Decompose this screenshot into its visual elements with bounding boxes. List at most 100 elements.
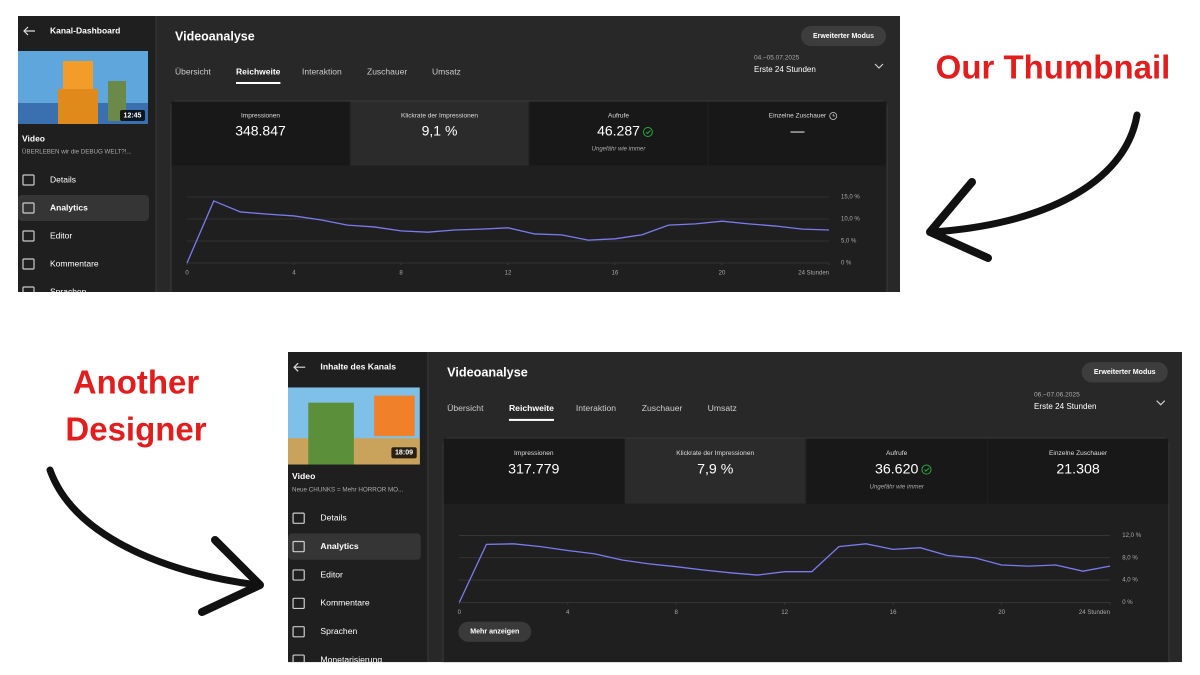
metric-label: Impressionen <box>241 113 280 120</box>
video-label: Video <box>292 471 315 481</box>
tab[interactable]: Übersicht <box>447 403 484 413</box>
video-title: ÜBERLEBEN wir die DEBUG WELT?!... <box>22 149 132 156</box>
nav-item[interactable]: Sprachen <box>320 626 357 636</box>
mode-button[interactable]: Erweiterter Modus <box>1094 368 1156 376</box>
x-tick-label: 24 Stunden <box>798 271 829 277</box>
x-tick-label: 4 <box>292 271 296 277</box>
check-icon <box>642 127 653 137</box>
arrow-head <box>198 536 264 616</box>
tab[interactable]: Interaktion <box>576 403 616 413</box>
date-range: 06.–07.06.2025 <box>1034 391 1080 398</box>
nav-item[interactable]: Sprachen <box>50 286 87 296</box>
card <box>170 100 888 292</box>
metric-tile[interactable] <box>987 438 1169 504</box>
clock-hand <box>832 114 835 117</box>
metric-tile[interactable] <box>350 101 529 166</box>
nav-item[interactable]: Details <box>50 174 76 184</box>
metric-tile[interactable] <box>708 101 887 166</box>
dashboard-panel: Inhalte des Kanals 18:09 Video Neue CHUNKS … <box>288 352 1182 664</box>
nav-item[interactable]: Monetarisierung <box>320 654 382 664</box>
more-button-bg[interactable] <box>458 621 532 642</box>
nav-icon <box>292 626 305 638</box>
metric-tile[interactable] <box>625 438 806 504</box>
nav-icon <box>292 597 305 610</box>
chevron <box>874 63 884 69</box>
metric-value: 7,9 % <box>697 461 734 477</box>
x-tick-label: 8 <box>675 609 679 616</box>
thumb-figure <box>63 61 93 89</box>
tab[interactable]: Umsatz <box>708 403 737 413</box>
metric-value: 9,1 % <box>422 123 458 139</box>
thumb-figure <box>58 89 98 124</box>
annotation: Designer <box>65 411 206 448</box>
clock-icon <box>829 112 838 120</box>
annotation: Another <box>73 364 200 401</box>
annotation: Our Thumbnail <box>936 49 1171 86</box>
x-tick-label: 16 <box>612 271 619 277</box>
arrow-head <box>926 178 992 262</box>
nav-icon <box>22 286 35 292</box>
y-tick-label: 0 % <box>841 261 852 267</box>
y-tick-label: 5,0 % <box>841 239 857 245</box>
more-button[interactable]: Mehr anzeigen <box>470 628 519 636</box>
nav-icon <box>22 258 35 270</box>
y-tick-label: 15,0 % <box>841 195 860 201</box>
tab[interactable]: Übersicht <box>175 66 212 76</box>
nav-item[interactable]: Kommentare <box>320 598 369 608</box>
sidebar-title: Kanal-Dashboard <box>50 25 120 35</box>
metric-label: Klickrate der Impressionen <box>401 113 478 120</box>
metric-value: — <box>791 123 805 139</box>
x-tick-label: 16 <box>890 609 897 616</box>
tab[interactable]: Umsatz <box>432 66 461 76</box>
nav-item[interactable]: Details <box>320 513 346 523</box>
back-icon <box>293 362 306 372</box>
metric-tile[interactable] <box>171 101 350 166</box>
x-tick-label: 24 Stunden <box>1079 609 1110 616</box>
mode-button[interactable]: Erweiterter Modus <box>813 33 874 40</box>
mode-button-bg[interactable] <box>1081 362 1168 383</box>
nav-item[interactable]: Kommentare <box>50 258 99 268</box>
metric-tile[interactable] <box>806 438 987 504</box>
x-tick-label: 4 <box>566 609 570 616</box>
metric-label: Aufrufe <box>886 450 908 457</box>
page-title: Videoanalyse <box>447 366 528 380</box>
video-label: Video <box>22 133 45 143</box>
period: Erste 24 Stunden <box>754 65 816 74</box>
thumbnail <box>18 51 148 124</box>
check-mark <box>645 130 651 135</box>
metric-value: 36.620 <box>875 461 919 477</box>
metric-label: Einzelne Zuschauer <box>769 113 827 120</box>
nav-icon <box>292 540 305 553</box>
dashboard-panel: Kanal-Dashboard 12:45 Video ÜBERLEBEN wir d… <box>18 16 900 296</box>
x-tick-label: 0 <box>458 609 462 616</box>
tab[interactable]: Reichweite <box>509 403 554 413</box>
tab[interactable]: Interaktion <box>302 66 342 76</box>
y-tick-label: 12,0 % <box>1122 532 1142 539</box>
metric-note: Ungefähr wie immer <box>592 147 647 153</box>
thumbnail <box>288 387 420 465</box>
data-line <box>458 543 1111 603</box>
video-title: Neue CHUNKS = Mehr HORROR MO... <box>292 487 403 494</box>
arrow <box>928 111 1141 236</box>
thumb-figure <box>308 402 354 465</box>
x-tick-label: 12 <box>781 609 788 616</box>
nav-item[interactable]: Analytics <box>50 202 88 212</box>
nav-item[interactable]: Editor <box>50 230 72 240</box>
metric-tile[interactable] <box>443 438 625 504</box>
mode-button-bg[interactable] <box>801 26 886 46</box>
metric-tile[interactable] <box>529 101 708 166</box>
nav-item[interactable]: Editor <box>320 569 343 579</box>
tab[interactable]: Zuschauer <box>367 66 407 76</box>
nav-item[interactable]: Analytics <box>320 541 358 551</box>
x-tick-label: 0 <box>185 271 189 277</box>
tab[interactable]: Reichweite <box>236 66 281 76</box>
nav-icon <box>292 569 305 581</box>
metric-label: Impressionen <box>514 450 554 457</box>
date-range: 04.–05.07.2025 <box>754 55 800 62</box>
arrow <box>46 466 262 589</box>
metric-label: Einzelne Zuschauer <box>1049 450 1108 457</box>
y-tick-label: 8,0 % <box>1122 554 1138 561</box>
metric-value: 21.308 <box>1056 461 1100 477</box>
tab[interactable]: Zuschauer <box>642 403 683 413</box>
